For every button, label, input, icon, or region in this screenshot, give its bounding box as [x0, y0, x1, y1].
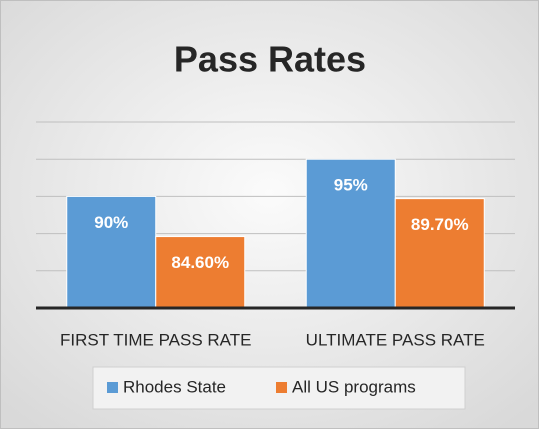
legend-label: All US programs [292, 377, 416, 396]
x-tick-label: ULTIMATE PASS RATE [306, 330, 485, 349]
bar [155, 236, 246, 309]
bar [305, 158, 396, 309]
data-label: 84.60% [171, 253, 229, 272]
data-label: 95% [334, 176, 368, 195]
legend-swatch [276, 382, 287, 393]
x-tick-label: FIRST TIME PASS RATE [60, 330, 251, 349]
bar [66, 195, 157, 309]
bar [394, 198, 485, 309]
data-label: 90% [94, 213, 128, 232]
chart-title: Pass Rates [174, 39, 366, 80]
legend-swatch [107, 382, 118, 393]
data-label: 89.70% [411, 215, 469, 234]
legend-label: Rhodes State [123, 377, 226, 396]
